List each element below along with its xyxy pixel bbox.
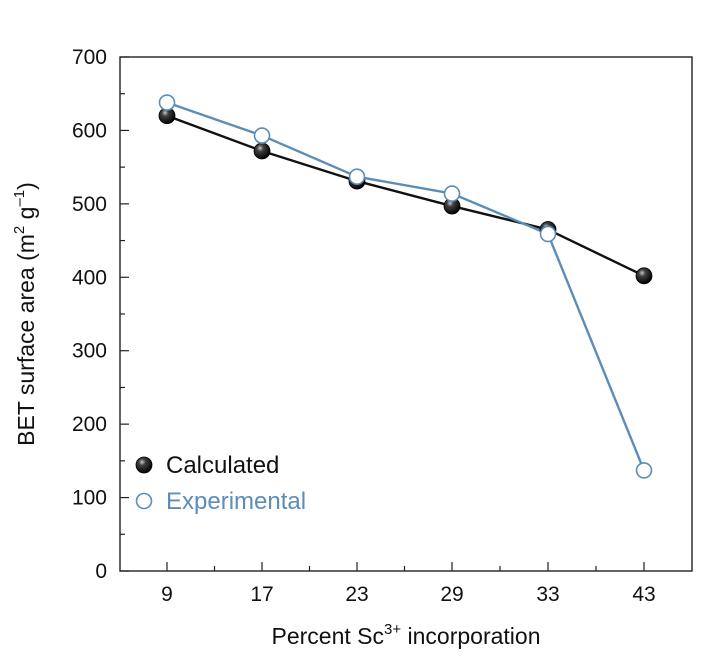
y-tick-label: 0: [95, 560, 107, 583]
legend-marker-experimental: [135, 492, 153, 510]
y-axis-title-sup2: –1: [11, 190, 28, 207]
x-axis-title-suffix: incorporation: [401, 623, 540, 649]
y-axis-title-prefix: BET surface area (m: [13, 234, 39, 446]
y-tick-label: 200: [72, 413, 107, 436]
x-axis-title-sup: 3+: [384, 621, 401, 638]
x-tick-label: 17: [250, 583, 273, 606]
point-experimental: [253, 127, 271, 144]
y-axis-title: BET surface area (m2 g–1): [11, 182, 39, 446]
x-axis-title: Percent Sc3+ incorporation: [272, 621, 541, 649]
point-calculated: [635, 267, 653, 285]
point-experimental: [539, 225, 557, 243]
series-line-experimental: [166, 101, 646, 471]
y-axis: 0 100 200 300 400 500 600 700: [72, 46, 129, 583]
legend: Calculated Experimental: [135, 452, 306, 515]
point-experimental: [158, 94, 176, 111]
y-axis-title-suffix: ): [13, 182, 39, 190]
x-tick-label: 29: [440, 583, 463, 606]
legend-label-calculated: Calculated: [166, 452, 279, 479]
x-tick-label: 33: [536, 583, 559, 606]
y-axis-title-sup1: 2: [11, 226, 28, 234]
x-tick-label: 43: [632, 583, 655, 606]
y-tick-label: 400: [72, 266, 107, 289]
legend-label-experimental: Experimental: [166, 488, 306, 515]
x-tick-label: 23: [345, 583, 368, 606]
legend-marker-calculated: [135, 456, 153, 474]
y-tick-label: 100: [72, 487, 107, 510]
y-axis-title-mid: g: [13, 207, 39, 226]
y-tick-label: 600: [72, 119, 107, 142]
x-axis: 9 17 23 29 33 43: [161, 562, 656, 606]
x-axis-title-prefix: Percent Sc: [272, 623, 385, 649]
point-experimental: [348, 168, 366, 185]
series-layer: [158, 94, 653, 479]
point-experimental: [443, 185, 461, 202]
x-tick-label: 9: [161, 583, 173, 606]
y-tick-label: 700: [72, 46, 107, 69]
y-tick-label: 500: [72, 193, 107, 216]
y-tick-label: 300: [72, 340, 107, 363]
series-line-calculated: [166, 114, 645, 277]
point-calculated: [253, 142, 271, 160]
point-experimental: [635, 462, 653, 479]
